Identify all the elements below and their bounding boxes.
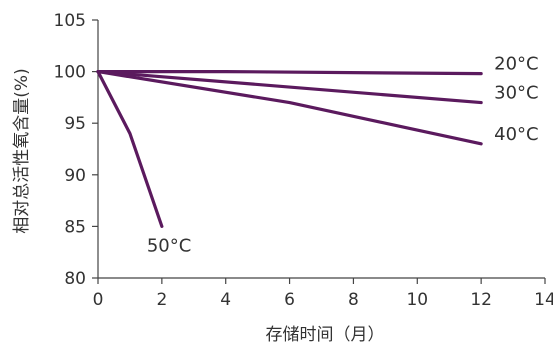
- series-label-0: 20°C: [494, 54, 538, 75]
- series-label-1: 30°C: [494, 83, 538, 104]
- x-tick-label: 6: [284, 290, 295, 310]
- series-line-0: [96, 69, 483, 76]
- y-tick-label: 80: [64, 269, 86, 289]
- x-tick-label: 8: [348, 290, 359, 310]
- x-tick-label: 2: [156, 290, 167, 310]
- y-tick-label: 105: [54, 11, 86, 31]
- series-label-2: 40°C: [494, 124, 538, 145]
- series-label-3: 50°C: [147, 235, 191, 256]
- series-line-2: [96, 69, 483, 146]
- x-tick-label: 12: [470, 290, 492, 310]
- x-tick-label: 14: [534, 290, 553, 310]
- chart-series-labels: 20°C 30°C 40°C 50°C: [147, 54, 539, 257]
- x-tick-label: 0: [93, 290, 104, 310]
- y-tick-label: 100: [54, 63, 86, 83]
- x-tick-label: 4: [220, 290, 231, 310]
- y-tick-label: 95: [64, 114, 86, 134]
- x-axis-title: 存储时间（月）: [266, 325, 385, 345]
- series-line-3: [96, 69, 164, 228]
- chart-series: [96, 69, 483, 228]
- y-axis-title: 相对总活性氧含量(%): [12, 68, 32, 233]
- x-tick-label: 10: [406, 290, 428, 310]
- chart-axes: 80 85 90 95 100 105 0 2 4 6 8 10 12 14: [54, 11, 553, 310]
- y-tick-label: 90: [64, 166, 86, 186]
- series-line-1: [96, 69, 483, 105]
- y-tick-label: 85: [64, 217, 86, 237]
